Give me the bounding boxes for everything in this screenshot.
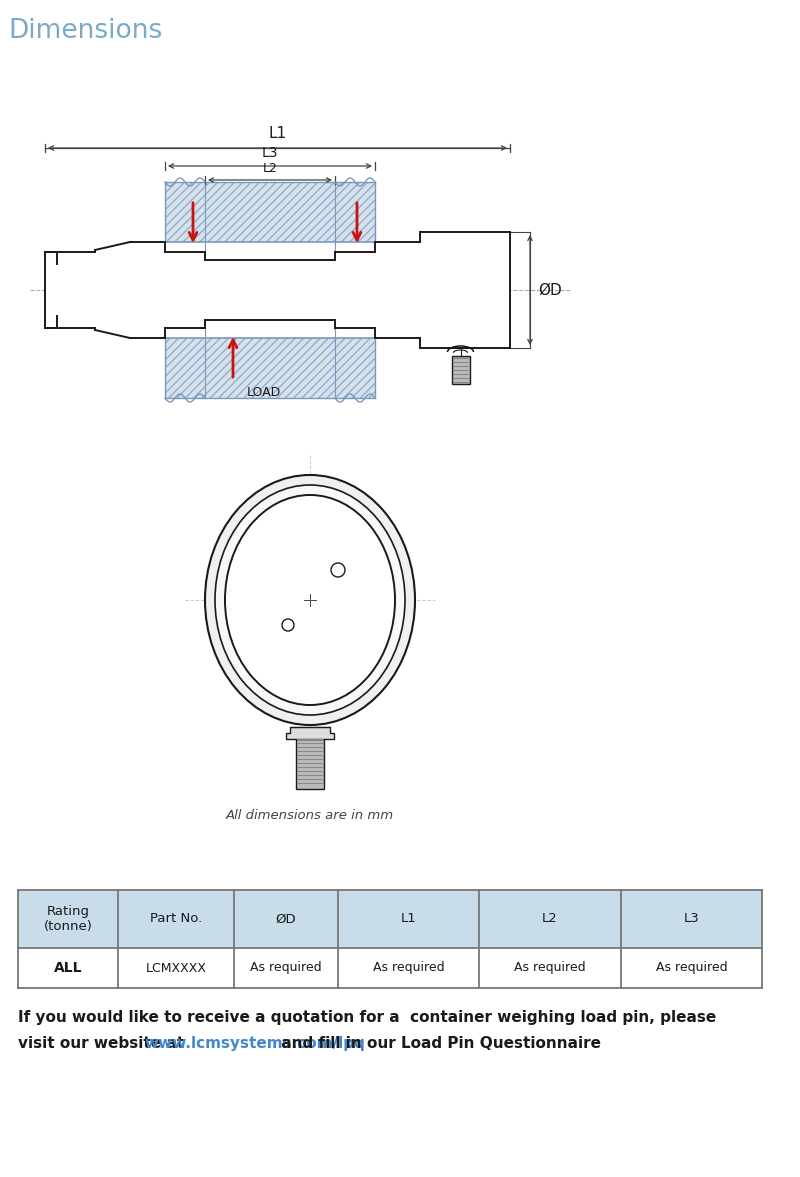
Ellipse shape: [215, 485, 405, 714]
Polygon shape: [45, 232, 510, 348]
Bar: [18, 947, 762, 988]
Bar: [451, 355, 470, 384]
Text: LOAD: LOAD: [247, 386, 282, 399]
Text: As required: As required: [514, 962, 586, 975]
Text: Dimensions: Dimensions: [8, 18, 162, 44]
Text: ALL: ALL: [54, 960, 82, 975]
Text: www.lcmsystems.com/lpq: www.lcmsystems.com/lpq: [144, 1036, 365, 1051]
Ellipse shape: [205, 476, 415, 725]
Text: visit our website at: visit our website at: [18, 1036, 190, 1051]
Polygon shape: [165, 338, 375, 398]
Text: and fill in our Load Pin Questionnaire: and fill in our Load Pin Questionnaire: [276, 1036, 601, 1051]
Text: As required: As required: [655, 962, 727, 975]
Circle shape: [331, 563, 345, 577]
Text: All dimensions are in mm: All dimensions are in mm: [226, 809, 394, 822]
Text: L2: L2: [542, 912, 558, 925]
Polygon shape: [165, 182, 375, 242]
Text: ØD: ØD: [538, 282, 562, 298]
Text: L1: L1: [401, 912, 417, 925]
Ellipse shape: [225, 496, 395, 705]
Text: As required: As required: [373, 962, 445, 975]
Polygon shape: [286, 727, 334, 739]
Text: If you would like to receive a quotation for a  container weighing load pin, ple: If you would like to receive a quotation…: [18, 1010, 716, 1025]
Text: ØD: ØD: [275, 912, 296, 925]
Text: Part No.: Part No.: [150, 912, 202, 925]
Bar: [296, 739, 324, 789]
Text: L3: L3: [262, 146, 278, 160]
Text: Rating
(tonne): Rating (tonne): [44, 905, 93, 933]
Text: L3: L3: [683, 912, 699, 925]
Text: L1: L1: [269, 126, 286, 141]
Circle shape: [282, 619, 294, 631]
Text: L2: L2: [262, 162, 278, 175]
Text: LCMXXXX: LCMXXXX: [146, 962, 206, 975]
Text: As required: As required: [250, 962, 322, 975]
Bar: [18, 890, 762, 947]
